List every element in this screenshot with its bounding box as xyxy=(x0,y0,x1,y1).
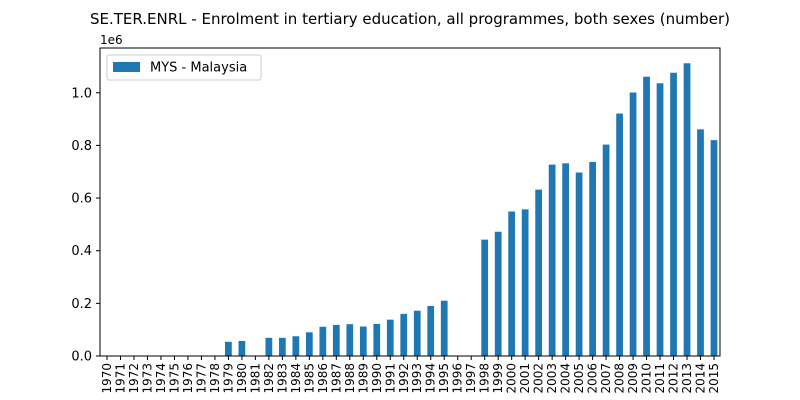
x-tick-label: 2012 xyxy=(667,363,681,394)
bar-2014 xyxy=(697,129,704,356)
legend: MYS - Malaysia xyxy=(106,54,262,81)
x-tick-label: 1974 xyxy=(154,363,168,394)
x-tick-label: 2009 xyxy=(626,363,640,394)
x-axis: 1970 1971 1972 1973 1974 1975 1976 1977 1978 1979… xyxy=(100,356,721,394)
x-tick-label: 2000 xyxy=(505,363,519,394)
bar-2008 xyxy=(616,113,623,356)
x-tick-label: 1989 xyxy=(356,363,370,394)
x-tick-label: 1975 xyxy=(167,363,181,394)
y-tick-label: 0.8 xyxy=(71,139,92,154)
bar-2002 xyxy=(535,189,543,356)
x-tick-label: 1988 xyxy=(343,363,357,394)
x-tick-label: 1978 xyxy=(208,363,222,394)
bar-1984 xyxy=(292,336,300,356)
bar-2009 xyxy=(629,92,637,357)
x-tick-label: 2007 xyxy=(599,363,613,394)
x-tick-label: 1970 xyxy=(100,363,114,394)
y-tick-label: 1.0 xyxy=(71,86,92,101)
y-offset-label: 1e6 xyxy=(100,33,123,47)
bars-group xyxy=(225,63,718,357)
x-tick-label: 1986 xyxy=(316,363,330,394)
legend-label: MYS - Malaysia xyxy=(150,61,247,76)
x-tick-label: 2005 xyxy=(572,363,586,394)
x-tick-label: 2004 xyxy=(559,363,573,394)
x-tick-label: 1998 xyxy=(478,363,492,394)
x-tick-label: 1984 xyxy=(289,363,303,394)
bar-2015 xyxy=(710,140,718,356)
x-tick-label: 1979 xyxy=(221,363,235,394)
x-tick-label: 2001 xyxy=(518,363,532,394)
bar-2005 xyxy=(575,172,583,356)
bar-2001 xyxy=(521,209,529,356)
bar-1986 xyxy=(319,326,327,356)
bar-1985 xyxy=(305,332,313,356)
bar-1990 xyxy=(373,323,381,356)
x-tick-label: 1999 xyxy=(491,363,505,394)
bar-2006 xyxy=(589,161,596,356)
x-tick-label: 2011 xyxy=(653,363,667,394)
x-tick-label: 1973 xyxy=(140,363,154,394)
bar-2003 xyxy=(548,164,556,356)
x-tick-label: 1976 xyxy=(181,363,195,394)
bar-2004 xyxy=(562,163,569,356)
x-tick-label: 1996 xyxy=(451,363,465,394)
bar-1988 xyxy=(346,324,354,356)
bar-2012 xyxy=(670,72,677,356)
bar-1979 xyxy=(225,341,232,356)
bar-1993 xyxy=(413,310,421,356)
bar-1991 xyxy=(386,319,394,356)
x-tick-label: 1985 xyxy=(302,363,316,394)
bar-1989 xyxy=(359,326,367,356)
bar-1998 xyxy=(481,239,489,356)
x-tick-label: 1992 xyxy=(397,363,411,394)
x-tick-label: 1997 xyxy=(464,363,478,394)
bar-1987 xyxy=(332,324,340,356)
y-tick-label: 0.2 xyxy=(71,297,92,312)
bar-1992 xyxy=(400,313,408,356)
plot-frame xyxy=(99,47,721,357)
chart-title: SE.TER.ENRL - Enrolment in tertiary educ… xyxy=(90,10,730,28)
x-tick-label: 1977 xyxy=(194,363,208,394)
bar-1994 xyxy=(427,305,435,356)
x-tick-label: 1990 xyxy=(370,363,384,394)
x-tick-label: 2002 xyxy=(532,363,546,394)
x-tick-label: 1991 xyxy=(383,363,397,394)
x-tick-label: 1982 xyxy=(262,363,276,394)
x-tick-label: 1981 xyxy=(248,363,262,394)
bar-1982 xyxy=(265,337,273,356)
bar-1995 xyxy=(440,300,448,356)
x-tick-label: 1972 xyxy=(127,363,141,394)
y-tick-label: 0.6 xyxy=(71,192,92,207)
y-tick-label: 0.0 xyxy=(71,350,92,365)
bar-2000 xyxy=(508,211,516,356)
x-tick-label: 2006 xyxy=(586,363,600,394)
bar-1983 xyxy=(278,337,286,356)
x-tick-label: 2010 xyxy=(640,363,654,394)
x-tick-label: 2003 xyxy=(545,363,559,394)
x-tick-label: 1983 xyxy=(275,363,289,394)
x-tick-label: 1995 xyxy=(437,363,451,394)
x-tick-label: 1971 xyxy=(113,363,127,394)
bar-2007 xyxy=(602,144,610,356)
bar-2013 xyxy=(683,63,691,357)
y-tick-label: 0.4 xyxy=(71,244,92,259)
bar-1999 xyxy=(494,231,502,356)
x-tick-label: 2008 xyxy=(613,363,627,394)
x-tick-label: 1993 xyxy=(410,363,424,394)
bar-1980 xyxy=(238,340,246,356)
x-tick-label: 1987 xyxy=(329,363,343,394)
x-tick-label: 1994 xyxy=(424,363,438,394)
y-axis: 0.0 0.2 0.4 0.6 0.8 1.0 xyxy=(71,86,100,365)
x-tick-label: 1980 xyxy=(235,363,249,394)
x-tick-label: 2014 xyxy=(694,363,708,394)
legend-box xyxy=(106,54,262,81)
x-tick-label: 2015 xyxy=(707,363,721,394)
bar-2010 xyxy=(643,76,650,356)
legend-swatch xyxy=(113,62,140,72)
x-tick-label: 2013 xyxy=(680,363,694,394)
bar-2011 xyxy=(656,83,664,356)
